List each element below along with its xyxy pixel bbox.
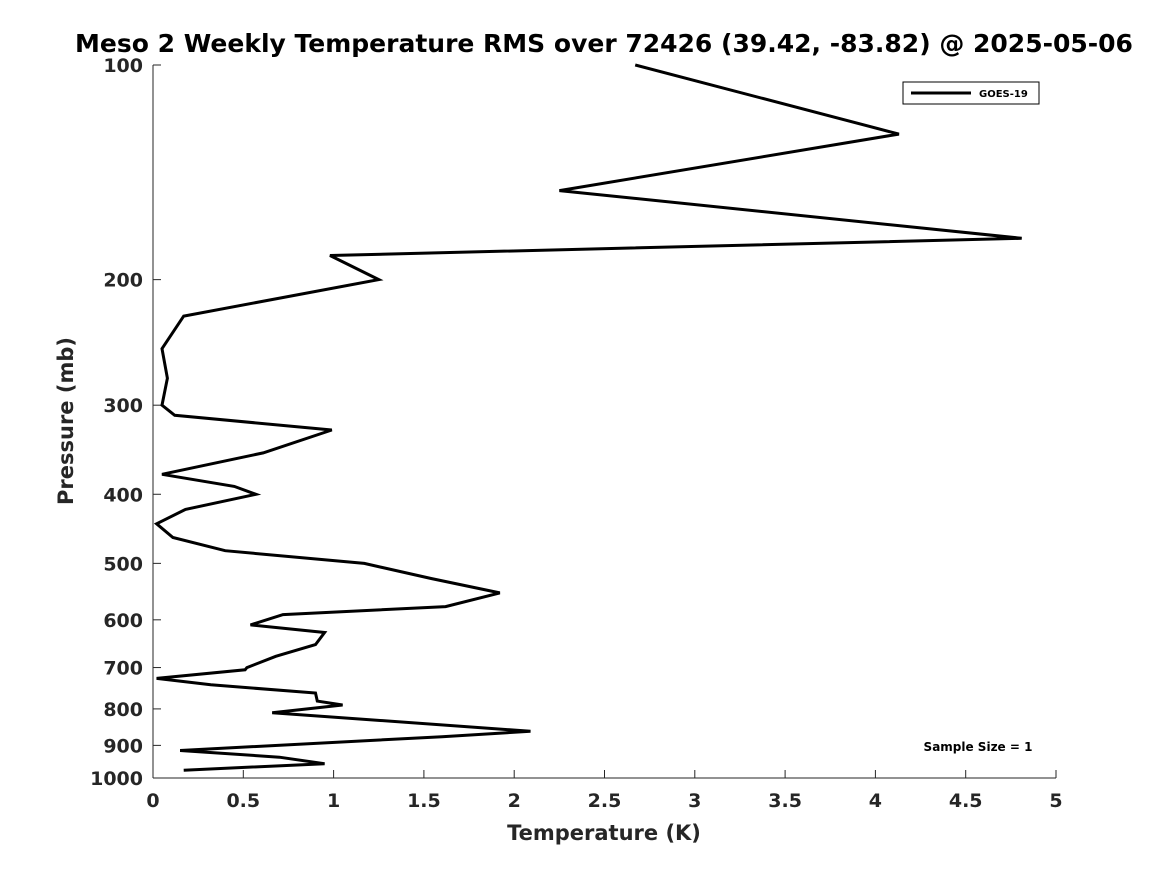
y-tick-label: 300 bbox=[103, 395, 143, 417]
x-tick-label: 3 bbox=[688, 790, 701, 812]
x-tick-label: 2.5 bbox=[588, 790, 622, 812]
legend: GOES-19 bbox=[902, 81, 1040, 105]
y-tick-label: 600 bbox=[103, 610, 143, 632]
y-tick-label: 200 bbox=[103, 270, 143, 292]
y-tick-label: 1000 bbox=[90, 768, 143, 790]
x-tick-label: 2 bbox=[508, 790, 521, 812]
x-tick-label: 4 bbox=[869, 790, 882, 812]
series-line-goes-19 bbox=[153, 63, 1022, 772]
y-tick-label: 900 bbox=[103, 735, 143, 757]
legend-label-goes-19: GOES-19 bbox=[979, 89, 1028, 100]
x-tick-label: 4.5 bbox=[949, 790, 983, 812]
y-tick-label: 700 bbox=[103, 658, 143, 680]
y-tick-label: 800 bbox=[103, 699, 143, 721]
y-tick-label: 100 bbox=[103, 55, 143, 77]
x-tick-label: 0.5 bbox=[226, 790, 260, 812]
y-axis-label: Pressure (mb) bbox=[54, 337, 78, 505]
x-tick-label: 1.5 bbox=[407, 790, 441, 812]
sample-size-annotation: Sample Size = 1 bbox=[924, 740, 1033, 754]
y-tick-label: 500 bbox=[103, 553, 143, 575]
chart-title: Meso 2 Weekly Temperature RMS over 72426… bbox=[75, 29, 1133, 58]
x-axis-label: Temperature (K) bbox=[507, 821, 701, 845]
y-tick-label: 400 bbox=[103, 484, 143, 506]
x-tick-label: 1 bbox=[327, 790, 340, 812]
x-tick-label: 3.5 bbox=[768, 790, 802, 812]
plot-area: 0 0.5 1 1.5 2 2.5 3 3.5 4 4.5 5 100 200 300 400 500 600 7… bbox=[90, 55, 1063, 812]
x-tick-label: 0 bbox=[146, 790, 159, 812]
x-tick-label: 5 bbox=[1049, 790, 1062, 812]
